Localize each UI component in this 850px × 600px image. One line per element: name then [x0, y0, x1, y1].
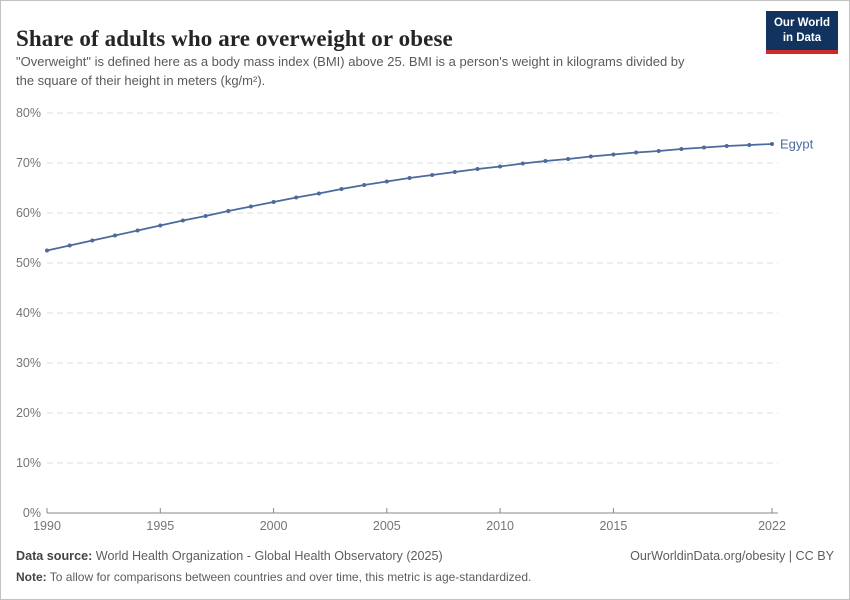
series-line-egypt[interactable]	[46, 143, 773, 252]
data-point[interactable]	[407, 176, 412, 180]
data-source-text: World Health Organization - Global Healt…	[92, 549, 443, 563]
y-tick-label: 60%	[16, 206, 41, 220]
data-point[interactable]	[475, 167, 480, 171]
owid-logo[interactable]: Our World in Data	[765, 11, 838, 54]
data-point[interactable]	[226, 209, 231, 213]
data-point[interactable]	[339, 187, 344, 191]
data-point[interactable]	[362, 183, 367, 187]
chart-note: Note: To allow for comparisons between c…	[16, 570, 834, 584]
note-text: To allow for comparisons between countri…	[46, 570, 532, 584]
y-tick-label: 70%	[16, 156, 41, 170]
data-point[interactable]	[158, 223, 163, 228]
data-point[interactable]	[770, 142, 774, 146]
data-point[interactable]	[747, 143, 752, 147]
x-tick-label: 2022	[758, 519, 786, 533]
note-label: Note:	[16, 570, 47, 584]
y-tick-label: 20%	[16, 406, 41, 420]
rights-link[interactable]: OurWorldinData.org/obesity | CC BY	[630, 549, 834, 563]
data-point[interactable]	[248, 204, 253, 209]
y-tick-label: 40%	[16, 306, 41, 320]
data-point[interactable]	[566, 157, 571, 161]
data-point[interactable]	[90, 238, 95, 243]
x-tick-label: 1990	[33, 519, 61, 533]
x-tick-label: 1995	[146, 519, 174, 533]
y-tick-label: 50%	[16, 256, 41, 270]
data-point[interactable]	[45, 248, 49, 253]
x-tick-label: 2015	[599, 519, 627, 533]
x-tick-label: 2000	[260, 519, 288, 533]
y-tick-label: 30%	[16, 356, 41, 370]
y-tick-label: 0%	[23, 506, 41, 520]
data-point[interactable]	[634, 150, 639, 155]
data-point[interactable]	[430, 173, 435, 177]
x-tick-label: 2010	[486, 519, 514, 533]
y-tick-label: 10%	[16, 456, 41, 470]
data-source-label: Data source:	[16, 549, 93, 563]
owid-logo-line2: in Data	[782, 31, 822, 44]
data-point[interactable]	[611, 152, 616, 157]
data-point[interactable]	[452, 170, 457, 174]
data-point[interactable]	[294, 195, 299, 200]
data-point[interactable]	[520, 161, 525, 166]
data-point[interactable]	[203, 214, 208, 218]
data-point[interactable]	[67, 243, 72, 248]
chart-subtitle: "Overweight" is defined here as a body m…	[16, 54, 685, 88]
data-point[interactable]	[702, 145, 706, 150]
owid-logo-line1: Our World	[773, 17, 830, 29]
data-point[interactable]	[498, 164, 503, 169]
chart-footer: Data source: World Health Organization -…	[16, 549, 834, 563]
data-point[interactable]	[135, 228, 140, 233]
data-point[interactable]	[679, 147, 684, 151]
data-point[interactable]	[113, 233, 117, 238]
x-tick-label: 2005	[373, 519, 401, 533]
data-point[interactable]	[588, 154, 593, 159]
data-point[interactable]	[384, 179, 389, 184]
data-point[interactable]	[724, 144, 729, 148]
data-point[interactable]	[543, 159, 548, 163]
data-point[interactable]	[180, 218, 185, 223]
data-point[interactable]	[271, 200, 276, 204]
y-tick-label: 80%	[16, 106, 41, 120]
page-title: Share of adults who are overweight or ob…	[16, 26, 453, 52]
data-point[interactable]	[316, 191, 321, 196]
data-point[interactable]	[656, 149, 661, 153]
data-source-line[interactable]: Data source: World Health Organization -…	[16, 549, 443, 563]
entity-label[interactable]: Egypt	[780, 137, 814, 152]
